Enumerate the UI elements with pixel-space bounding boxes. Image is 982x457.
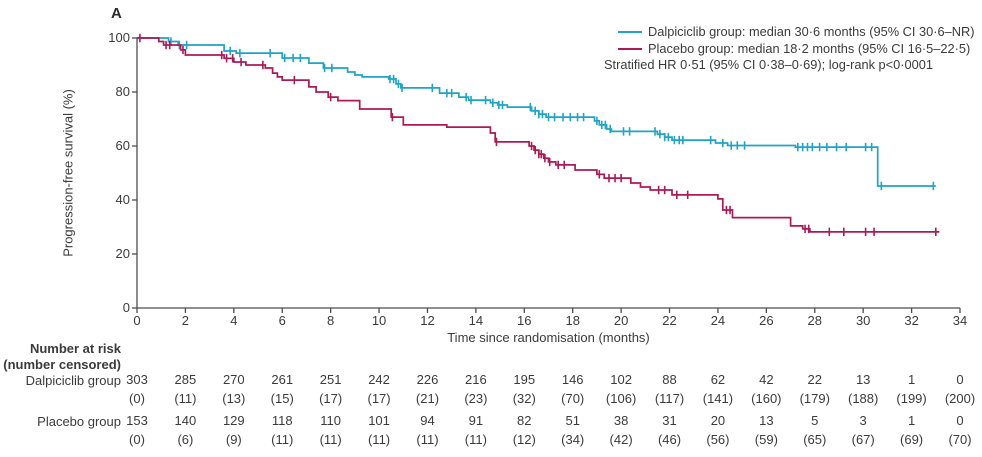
x-tick-label: 4	[230, 313, 238, 328]
risk-cell: 38 (42)	[609, 413, 633, 447]
risk-cell: 13 (188)	[847, 372, 879, 406]
x-tick-label: 24	[710, 313, 726, 328]
risk-cell: 118 (11)	[271, 413, 294, 447]
x-tick-label: 20	[613, 313, 629, 328]
risk-cell: 303 (0)	[126, 372, 148, 406]
risk-cell: 13 (59)	[754, 413, 778, 447]
y-tick-label: 20	[115, 246, 130, 261]
x-tick-label: 0	[133, 313, 141, 328]
x-axis-title: Time since randomisation (months)	[447, 330, 650, 345]
risk-cell: 153 (0)	[126, 413, 148, 447]
risk-cell: 146 (70)	[561, 372, 585, 406]
risk-cell: 242 (17)	[367, 372, 391, 406]
placebo-line-swatch-icon	[618, 47, 642, 50]
panel-label: A	[111, 5, 122, 22]
x-tick-label: 18	[565, 313, 580, 328]
risk-cell: 88 (117)	[654, 372, 685, 406]
risk-cell: 1 (69)	[900, 413, 924, 447]
x-tick-label: 22	[662, 313, 677, 328]
risk-cell: 102 (106)	[605, 372, 637, 406]
risk-cell: 129 (9)	[222, 413, 245, 447]
y-axis-title: Progression-free survival (%)	[60, 89, 76, 257]
risk-cell: 0 (200)	[944, 372, 976, 406]
risk-cell: 270 (13)	[222, 372, 246, 406]
legend-entry-placebo: Placebo group: median 18·2 months (95% C…	[604, 41, 974, 58]
x-tick-label: 16	[517, 313, 532, 328]
risk-cell: 226 (21)	[415, 372, 440, 406]
risk-cell: 261 (15)	[270, 372, 294, 406]
risk-cell: 216 (23)	[464, 372, 488, 406]
x-tick-label: 32	[904, 313, 919, 328]
x-tick-label: 2	[181, 313, 190, 328]
risk-cell: 101 (11)	[367, 413, 391, 447]
risk-cell: 251 (17)	[319, 372, 343, 406]
dalpiciclib-line-swatch-icon	[618, 31, 642, 34]
legend-entry-placebo-label: Placebo group: median 18·2 months (95% C…	[648, 40, 971, 56]
risk-table-header-line2: (number censored)	[3, 357, 121, 372]
risk-cell: 94 (11)	[416, 413, 439, 447]
risk-cell: 5 (65)	[803, 413, 827, 447]
risk-cell: 140 (6)	[174, 413, 197, 447]
risk-cell: 91 (11)	[464, 413, 487, 447]
x-tick-label: 8	[327, 313, 335, 328]
x-tick-label: 14	[468, 313, 484, 328]
x-tick-label: 26	[759, 313, 774, 328]
km-curve-placebo	[137, 37, 940, 233]
risk-cell: 42 (160)	[751, 372, 782, 406]
risk-cell: 20 (56)	[706, 413, 730, 447]
x-tick-label: 34	[952, 313, 968, 328]
risk-cell: 1 (199)	[896, 372, 927, 406]
legend-entry-dalpiciclib: Dalpiciclib group: median 30·6 months (9…	[604, 24, 974, 41]
legend-hr-note: Stratified HR 0·51 (95% CI 0·38–0·69); l…	[604, 57, 933, 72]
y-tick-label: 80	[115, 84, 130, 99]
risk-cell: 285 (11)	[174, 372, 197, 406]
risk-cell: 62 (141)	[702, 372, 734, 406]
x-tick-label: 10	[371, 313, 387, 328]
risk-cell: 82 (12)	[512, 413, 536, 447]
x-tick-label: 12	[420, 313, 435, 328]
risk-cell: 22 (179)	[799, 372, 830, 406]
risk-cell: 3 (67)	[851, 413, 875, 447]
y-tick-label: 60	[115, 138, 130, 153]
risk-cell: 195 (32)	[512, 372, 536, 406]
y-tick-label: 0	[122, 300, 130, 315]
risk-cell: 0 (70)	[948, 413, 972, 447]
risk-cell: 31 (46)	[657, 413, 682, 447]
risk-cell: 110 (11)	[319, 413, 342, 447]
risk-table-header-line1: Number at risk	[29, 341, 121, 356]
y-tick-label: 40	[115, 192, 130, 207]
risk-row-label-dalpiciclib: Dalpiciclib group	[25, 373, 121, 388]
legend: Dalpiciclib group: median 30·6 months (9…	[604, 24, 974, 74]
legend-entry-dalpiciclib-label: Dalpiciclib group: median 30·6 months (9…	[648, 24, 975, 39]
x-tick-label: 6	[278, 313, 286, 328]
x-tick-label: 30	[855, 313, 871, 328]
risk-cell: 51 (34)	[561, 413, 585, 447]
risk-row-label-placebo: Placebo group	[37, 414, 121, 429]
y-tick-label: 100	[108, 30, 130, 45]
x-tick-label: 28	[807, 313, 822, 328]
